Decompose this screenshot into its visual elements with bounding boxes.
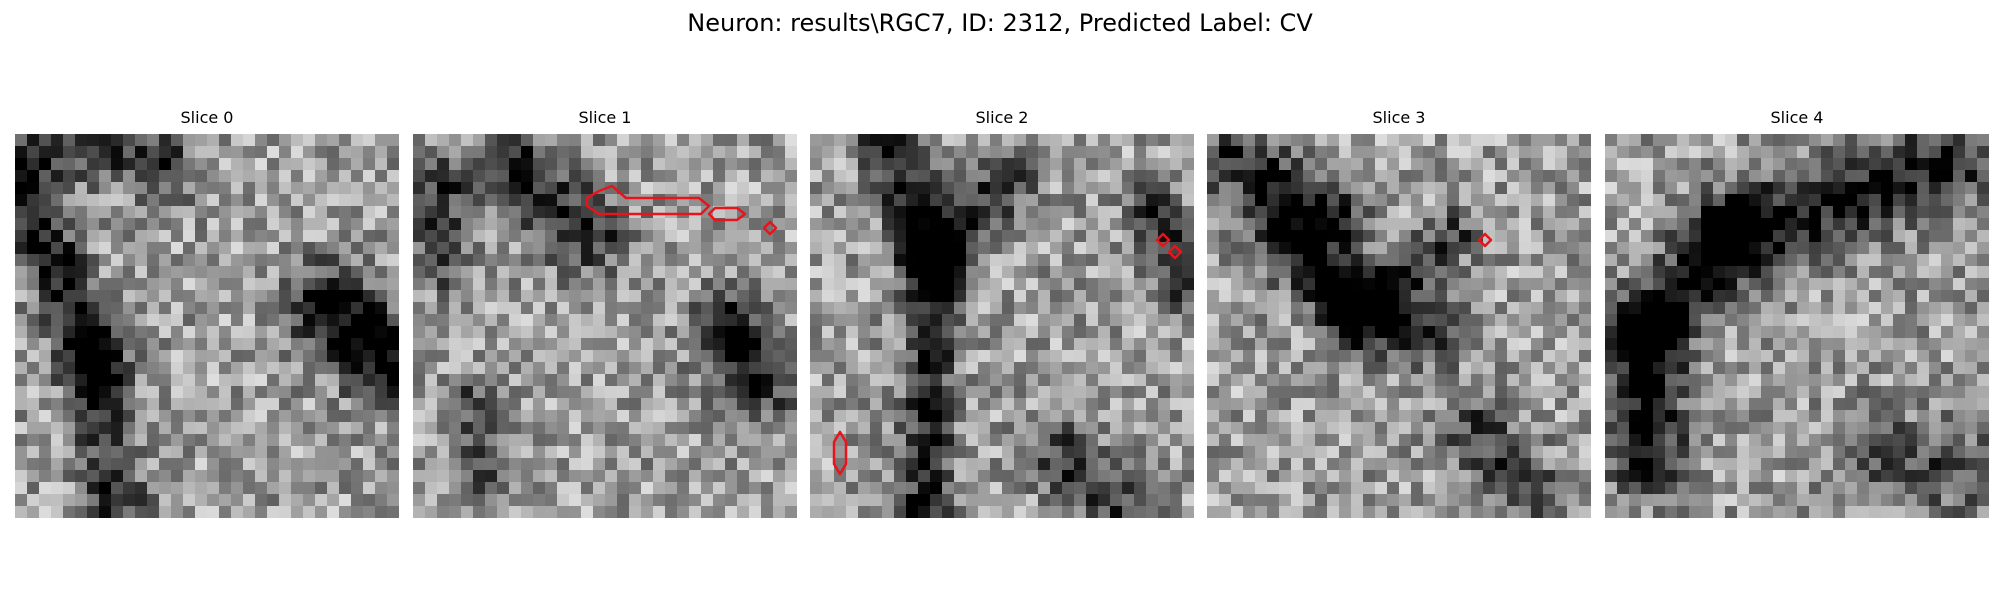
slice-0-panel: Slice 0: [15, 108, 399, 520]
slice-3-pixels: [1207, 134, 1591, 518]
slice-2-pixels: [810, 134, 1194, 518]
slice-2-image: [810, 134, 1194, 518]
slice-0-pixels: [15, 134, 399, 518]
contour-1b: [707, 206, 747, 222]
contour-2a: [1155, 232, 1171, 248]
slice-4-image: [1605, 134, 1989, 518]
slice-0-title: Slice 0: [180, 108, 234, 127]
contour-1a: [585, 184, 711, 216]
slice-3-panel: Slice 3: [1207, 108, 1591, 520]
contour-2b: [1167, 244, 1183, 260]
slice-4-panel: Slice 4: [1605, 108, 1989, 520]
slice-1-image: [413, 134, 797, 518]
slice-1-title: Slice 1: [578, 108, 632, 127]
slice-4-pixels: [1605, 134, 1989, 518]
slice-3-image: [1207, 134, 1591, 518]
contour-1c: [762, 220, 778, 236]
contour-2c: [832, 430, 848, 476]
slice-3-contours: [1477, 232, 1493, 248]
figure-title: Neuron: results\RGC7, ID: 2312, Predicte…: [687, 9, 1313, 37]
contour-3a: [1477, 232, 1493, 248]
slice-1-pixels: [413, 134, 797, 518]
slice-3-title: Slice 3: [1372, 108, 1426, 127]
slice-2-contours: [832, 232, 1183, 476]
slice-1-contours: [585, 184, 778, 236]
slice-2-panel: Slice 2: [810, 108, 1194, 520]
slice-0-image: [15, 134, 399, 518]
slice-1-panel: Slice 1: [413, 108, 797, 520]
slice-2-title: Slice 2: [975, 108, 1029, 127]
slice-4-title: Slice 4: [1770, 108, 1824, 127]
